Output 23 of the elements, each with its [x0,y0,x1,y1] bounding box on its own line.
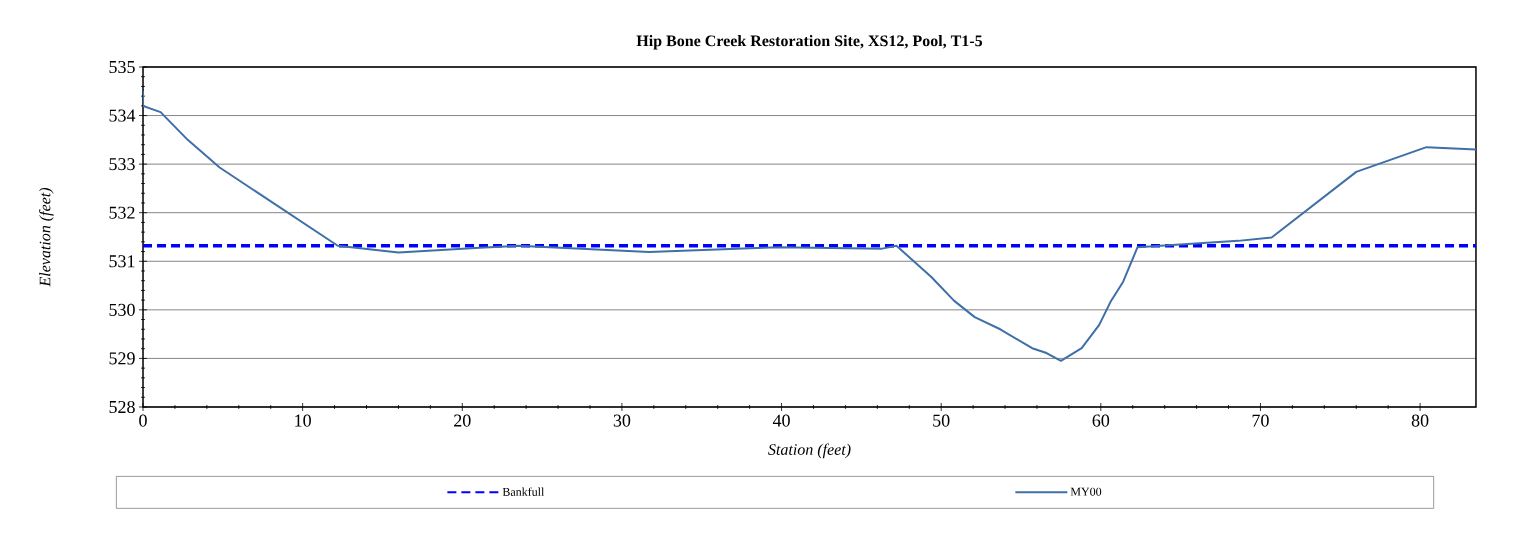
x-tick-label: 40 [772,414,790,427]
y-tick-label: 531 [109,255,135,268]
x-tick-label: 0 [139,414,147,427]
y-tick-label: 532 [109,206,135,219]
x-tick-label: 10 [295,414,311,427]
legend-label: MY00 [1070,487,1102,496]
y-tick-label: 533 [109,158,135,171]
x-tick-label: 70 [1252,414,1269,427]
y-tick-label: 528 [109,400,135,414]
line-series [143,90,1476,362]
x-tick-label: 60 [1092,414,1110,427]
y-tick-label: 535 [109,60,135,74]
x-tick-label: 30 [613,414,631,427]
legend-label: Bankfull [502,487,545,496]
y-axis-title: Elevation (feet) [38,187,54,287]
y-tick-label: 534 [109,109,136,122]
chart-title: Hip Bone Creek Restoration Site, XS12, Pool, T1-5 [636,34,983,50]
x-axis-title: Station (feet) [768,443,851,459]
x-tick-label: 50 [933,414,950,427]
x-tick-label: 80 [1411,414,1429,427]
y-tick-label: 529 [109,352,135,365]
y-tick-label: 530 [109,303,135,316]
x-tick-label: 20 [454,414,471,427]
